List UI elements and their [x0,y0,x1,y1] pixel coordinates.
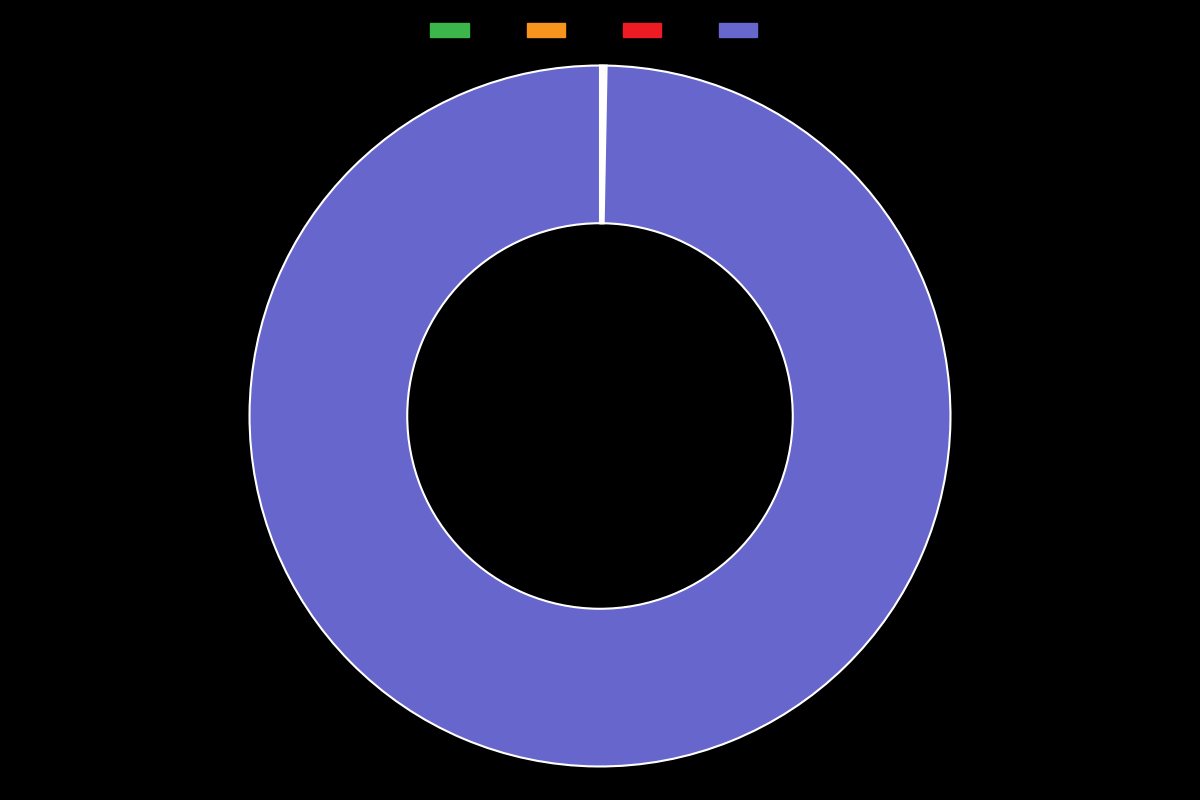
Wedge shape [250,66,950,766]
Wedge shape [600,66,602,223]
Wedge shape [602,66,607,223]
Legend: , , , : , , , [422,16,778,46]
Wedge shape [601,66,605,223]
